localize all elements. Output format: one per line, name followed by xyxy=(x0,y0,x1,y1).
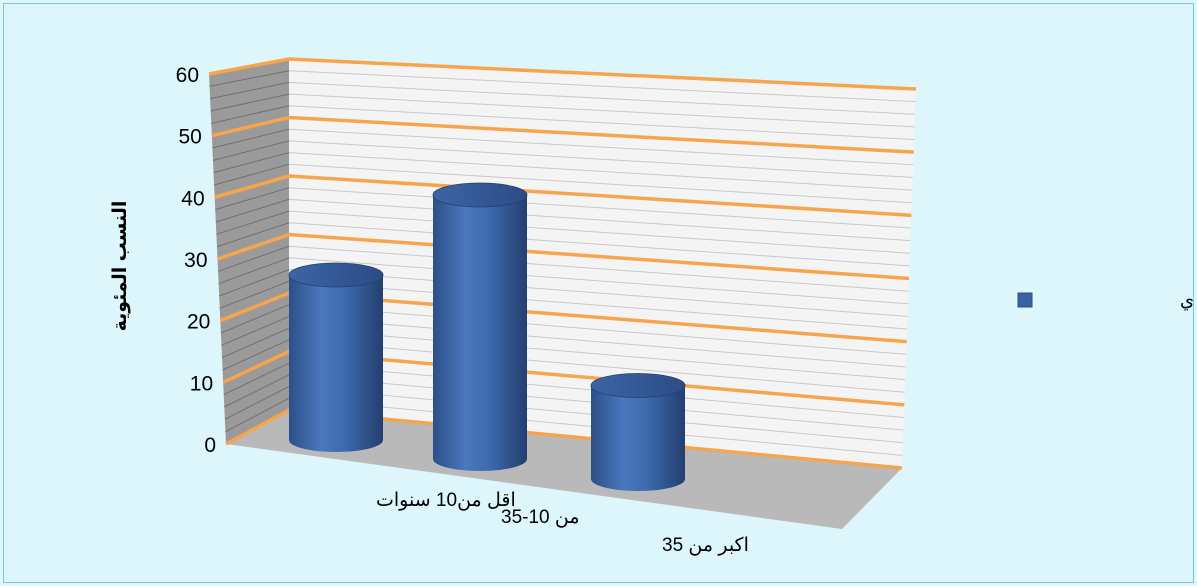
minor-gridline xyxy=(288,339,905,393)
minor-gridline xyxy=(288,187,911,229)
minor-gridline xyxy=(288,105,915,141)
side-minor-gridline xyxy=(224,374,290,408)
minor-gridline xyxy=(288,269,908,317)
y-tick-label: 10 xyxy=(190,372,213,395)
major-gridline xyxy=(208,57,917,91)
side-minor-gridline xyxy=(221,315,290,346)
bar-cylinder xyxy=(288,262,384,452)
side-minor-gridline xyxy=(224,386,290,420)
side-minor-gridline xyxy=(212,128,290,149)
bar-body xyxy=(433,195,527,471)
side-minor-gridline xyxy=(213,152,290,174)
side-minor-gridline xyxy=(211,105,290,124)
minor-gridline xyxy=(288,245,909,292)
bar-top xyxy=(590,373,686,398)
major-gridline xyxy=(211,115,914,154)
bar-top xyxy=(288,262,384,288)
side-minor-gridline xyxy=(225,397,290,433)
x-category-label: اكبر من 35 xyxy=(662,535,749,556)
x-category-label: من 10-35 xyxy=(501,507,580,528)
x-category-label: اقل من10 سنوات xyxy=(376,490,516,511)
y-axis-title: النسب المئوية xyxy=(110,201,131,332)
side-minor-gridline xyxy=(219,280,290,309)
side-minor-gridline xyxy=(216,210,290,235)
side-minor-gridline xyxy=(223,362,290,396)
minor-gridline xyxy=(288,93,915,128)
legend-swatch xyxy=(1017,292,1033,308)
side-minor-gridline xyxy=(220,304,290,334)
y-tick-label: 0 xyxy=(204,434,216,457)
side-minor-gridline xyxy=(222,339,290,371)
minor-gridline xyxy=(288,280,908,330)
side-minor-gridline xyxy=(218,257,290,285)
major-gridline xyxy=(216,232,910,281)
minor-gridline xyxy=(288,163,912,204)
side-minor-gridline xyxy=(215,198,290,223)
minor-gridline xyxy=(288,327,906,381)
bars xyxy=(288,182,686,491)
bar-body xyxy=(591,385,685,491)
side-minor-gridline xyxy=(215,187,290,211)
minor-gridline xyxy=(288,304,907,355)
minor-gridline xyxy=(288,140,913,178)
side-minor-gridline xyxy=(219,269,290,297)
side-wall-gridlines xyxy=(209,70,290,433)
minor-gridline xyxy=(288,315,906,368)
legend-label: التركيب العمري xyxy=(1180,290,1193,311)
chart-frame: 0 10 20 30 40 50 60 اقل من10 سنوات من 10-35 اكبر… xyxy=(3,3,1194,583)
minor-gridline xyxy=(288,222,910,267)
minor-gridline xyxy=(288,128,914,166)
minor-gridline xyxy=(288,210,910,254)
side-minor-gridline xyxy=(217,245,290,272)
minor-gridline xyxy=(288,257,909,305)
y-tick-label: 50 xyxy=(178,126,201,149)
side-minor-gridline xyxy=(212,140,290,161)
side-minor-gridline xyxy=(210,93,290,112)
bar-body xyxy=(289,275,383,452)
major-gridline xyxy=(214,174,912,218)
side-wall xyxy=(209,59,289,444)
side-minor-gridline xyxy=(210,81,290,100)
bar-cylinder xyxy=(590,373,686,491)
y-tick-label: 40 xyxy=(181,187,204,210)
side-minor-gridline xyxy=(216,222,290,248)
y-tick-label: 60 xyxy=(176,64,199,87)
y-tick-label: 20 xyxy=(187,311,210,334)
side-minor-gridline xyxy=(213,163,290,186)
legend: التركيب العمري xyxy=(1017,290,1193,311)
minor-gridline xyxy=(288,81,916,115)
side-minor-gridline xyxy=(221,327,290,359)
minor-gridline xyxy=(288,70,916,103)
bar-top xyxy=(432,182,528,208)
y-tick-label: 30 xyxy=(184,249,207,272)
floor xyxy=(226,410,902,529)
minor-gridline xyxy=(288,198,911,242)
y-axis-ticks: 0 10 20 30 40 50 60 xyxy=(176,64,216,457)
bar-cylinder xyxy=(432,182,528,471)
minor-gridline xyxy=(288,152,913,191)
side-minor-gridline xyxy=(209,70,290,87)
